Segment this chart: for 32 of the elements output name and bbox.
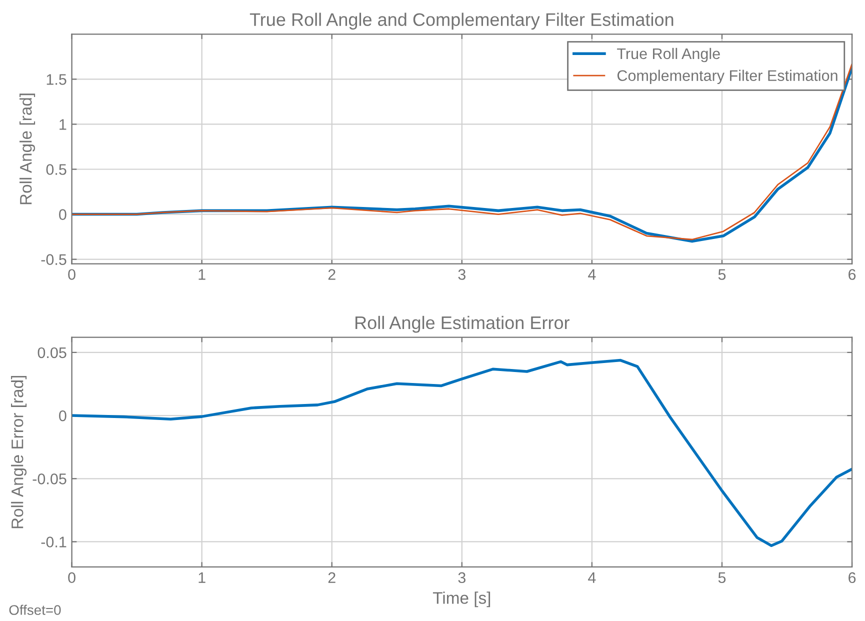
x-tick-label: 6 — [848, 572, 856, 584]
y-tick-label: 0.05 — [38, 347, 66, 358]
x-tick-label: 0 — [68, 269, 76, 280]
x-tick-label: 4 — [588, 269, 596, 280]
x-tick-label: 1 — [198, 269, 206, 280]
x-tick-label: 2 — [328, 572, 336, 583]
y-tick-label: 1 — [60, 119, 66, 130]
x-tick-label: 5 — [718, 572, 726, 584]
y-tick-label: -0.1 — [41, 536, 66, 548]
x-tick-label: 0 — [68, 572, 76, 584]
chart-title: Roll Angle Estimation Error — [356, 316, 570, 333]
y-tick-label: 0 — [59, 209, 66, 220]
x-tick-label: 6 — [848, 269, 856, 280]
line-series — [72, 358, 852, 548]
x-tick-label: 5 — [718, 269, 726, 280]
y-tick-label: 1.5 — [46, 74, 66, 85]
legend-label: Complementary Filter Estimation — [617, 70, 838, 84]
x-tick-label: 3 — [458, 572, 466, 584]
text: Offset=0 — [9, 604, 61, 615]
y-tick-label: 0.5 — [46, 164, 66, 175]
legend-label: True Roll Angle — [617, 48, 720, 62]
y-axis-title: Roll Angle Error [rad] — [11, 376, 27, 528]
x-tick-label: 3 — [458, 269, 466, 280]
x-tick-label: 2 — [328, 269, 336, 280]
x-tick-label: 4 — [588, 572, 596, 583]
y-tick-label: 0 — [59, 410, 66, 422]
y-axis-title: Roll Angle [rad] — [20, 94, 36, 204]
chart-title: True Roll Angle and Complementary Filter Estimation — [250, 12, 674, 30]
y-tick-label: -0.05 — [32, 474, 66, 484]
y-tick-label: -0.5 — [41, 254, 66, 265]
x-tick-label: 1 — [198, 572, 206, 583]
x-axis-title: Time [s] — [432, 592, 490, 608]
